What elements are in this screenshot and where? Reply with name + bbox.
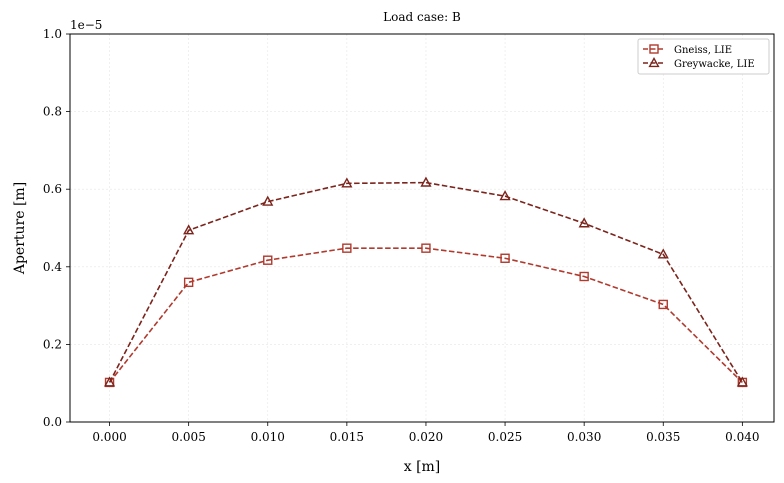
data-point [579, 271, 589, 282]
x-tick-label: 0.010 [251, 430, 285, 444]
legend-label-gneiss: Gneiss, LIE [674, 45, 732, 56]
legend-marker-greywacke [648, 56, 660, 68]
data-point [500, 253, 510, 263]
plot-frame [69, 33, 775, 423]
y-tick-label: 0.6 [43, 182, 62, 196]
y-axis: 0.0 0.2 0.4 0.6 0.8 1.0 [43, 27, 70, 429]
data-point [658, 299, 668, 310]
data-point [421, 243, 431, 253]
x-tick-label: 0.030 [567, 430, 601, 444]
legend-box [637, 38, 770, 75]
legend-label-greywacke: Greywacke, LIE [674, 59, 755, 70]
y-tick-label: 0.0 [43, 415, 62, 429]
x-tick-label: 0.025 [488, 430, 522, 444]
data-point [183, 224, 195, 235]
x-axis-label: x [m] [404, 459, 441, 475]
y-axis-label: Aperture [m] [12, 182, 28, 275]
y-tick-label: 0.4 [43, 260, 62, 274]
data-point [578, 217, 590, 228]
y-tick-label: 0.8 [43, 105, 62, 119]
legend: Gneiss, LIE Greywacke, LIE [637, 38, 770, 75]
legend-marker-gneiss [649, 44, 659, 54]
data-point [103, 376, 116, 387]
data-point [183, 277, 194, 288]
x-tick-label: 0.035 [646, 430, 680, 444]
x-axis: 0.000 0.005 0.010 0.015 0.020 0.025 0.030 0.035… [92, 422, 760, 444]
series-layer [103, 176, 748, 388]
legend-marker [649, 44, 659, 54]
data-point [657, 248, 669, 259]
legend-marker [648, 56, 660, 68]
data-point [499, 190, 511, 201]
x-tick-label: 0.040 [725, 430, 759, 444]
data-point [263, 255, 273, 265]
data-point [342, 243, 352, 253]
x-tick-label: 0.020 [409, 430, 443, 444]
series-line-1 [108, 181, 744, 383]
data-point [736, 376, 748, 387]
chart-title: Load case: B [383, 10, 461, 24]
y-tick-label: 0.2 [43, 337, 62, 351]
x-tick-label: 0.015 [330, 430, 364, 444]
y-tick-label: 1.0 [43, 27, 62, 41]
series-line-0 [108, 247, 743, 383]
x-tick-label: 0.005 [171, 430, 205, 444]
y-offset-label: 1e−5 [70, 18, 102, 32]
data-point [341, 177, 353, 188]
grid-lines [70, 33, 774, 423]
data-point [420, 176, 432, 187]
data-point [262, 195, 274, 206]
x-tick-label: 0.000 [92, 430, 126, 444]
